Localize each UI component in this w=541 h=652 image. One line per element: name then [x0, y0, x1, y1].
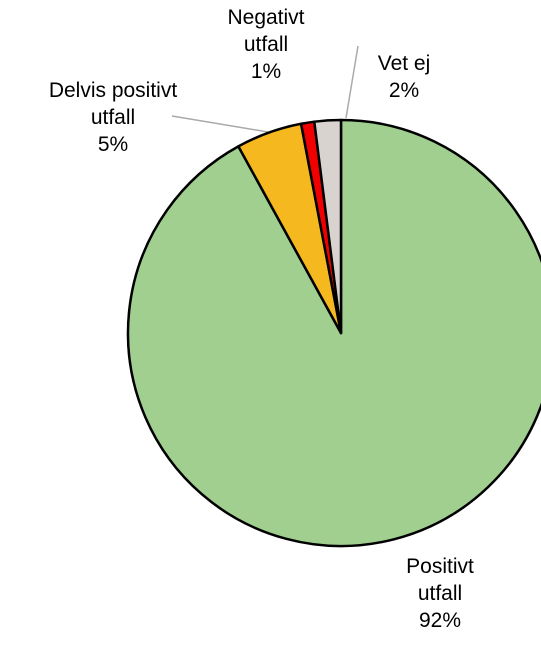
leader-line — [345, 45, 359, 119]
category-label: Negativt utfall — [227, 6, 305, 56]
value-label: 2% — [388, 79, 420, 102]
value-label: 1% — [250, 60, 282, 83]
category-label: Positivt utfall — [406, 555, 474, 605]
data-label: Vet ej 2% — [359, 50, 449, 104]
leader-line — [171, 115, 269, 133]
category-label: Vet ej — [377, 52, 431, 75]
data-label: Positivt utfall 92% — [393, 553, 488, 634]
value-label: 92% — [418, 609, 462, 632]
data-label: Delvis positivt utfall 5% — [26, 77, 201, 158]
value-label: 5% — [97, 133, 129, 156]
category-label: Delvis positivt utfall — [48, 79, 178, 129]
pie-slice — [126, 118, 541, 548]
pie-slice — [313, 118, 343, 335]
data-label: Negativt utfall 1% — [211, 4, 321, 85]
